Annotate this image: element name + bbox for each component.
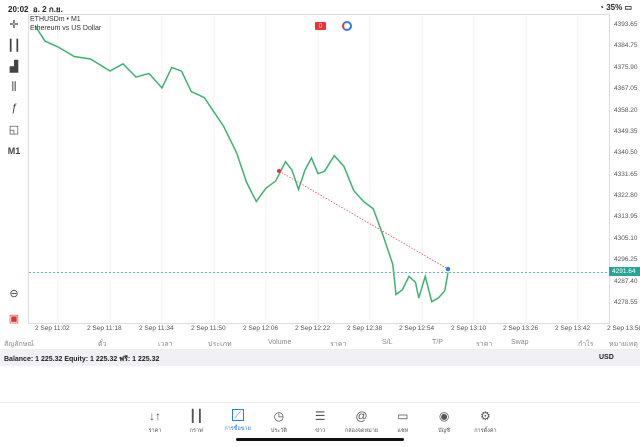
y-tick-label: 4367.05 xyxy=(614,85,638,93)
column-header[interactable]: สัญลักษณ์ xyxy=(4,341,34,348)
trade-icon: ⟋ xyxy=(231,409,244,421)
y-tick-label: 4331.65 xyxy=(614,170,638,178)
trade-open-marker xyxy=(277,169,281,174)
column-header[interactable]: หมายเหตุ xyxy=(609,341,638,348)
y-tick-label: 4358.20 xyxy=(614,106,638,114)
positions-header: สัญลักษณ์ ตั๋ว เวลา ประเภท Volume ราคา S/L T/P ร… xyxy=(0,336,640,350)
nav-label: การซื้อขาย xyxy=(224,426,251,432)
nav-item-settings[interactable]: ⚙ การตั้งค่า xyxy=(465,409,505,435)
news-icon: ☰ xyxy=(314,409,326,423)
y-tick-label: 4349.35 xyxy=(614,127,638,135)
nav-item-account[interactable]: ◉ บัญชี xyxy=(424,409,464,435)
chart-toolbar: ✛ ┃┃ ▟ ⫼ ƒ ◱ M1 ⊖ ▣ xyxy=(0,14,28,334)
column-header[interactable]: T/P xyxy=(432,339,443,346)
nav-item-news[interactable]: ☰ ข่าว xyxy=(300,409,340,435)
history-icon: ◷ xyxy=(273,409,285,423)
column-header[interactable]: Swap xyxy=(511,339,529,346)
y-tick-label: 4393.65 xyxy=(614,21,638,28)
nav-item-chart[interactable]: ┃┃ กราฟ xyxy=(176,409,216,435)
trade-line xyxy=(278,170,449,270)
nav-label: ข่าว xyxy=(315,428,326,434)
symbol-description: Ethereum vs US Dollar xyxy=(30,25,102,32)
y-tick-label: 4375.90 xyxy=(614,63,638,71)
x-tick-label: 2 Sep 11:18 xyxy=(87,325,122,332)
x-tick-label: 2 Sep 13:58 xyxy=(607,325,640,332)
mailbox-icon: @ xyxy=(355,409,368,423)
x-tick-label: 2 Sep 11:02 xyxy=(35,325,70,332)
y-tick-label: 4313.95 xyxy=(614,213,638,221)
x-tick-label: 2 Sep 12:22 xyxy=(295,325,331,332)
y-tick-label: 4296.25 xyxy=(614,256,638,264)
x-tick-label: 2 Sep 12:54 xyxy=(399,325,435,332)
home-indicator xyxy=(236,438,404,441)
symbol-label[interactable]: ETHUSDm • M1 xyxy=(30,16,81,23)
timeframe-button[interactable]: M1 xyxy=(7,146,21,156)
x-tick-label: 2 Sep 11:34 xyxy=(139,325,174,332)
crosshair-icon[interactable]: ✛ xyxy=(9,19,19,31)
x-tick-label: 2 Sep 13:26 xyxy=(503,325,539,332)
account-icon: ◉ xyxy=(438,409,450,423)
y-tick-label: 4287.40 xyxy=(614,277,638,285)
column-header[interactable]: ประเภท xyxy=(208,341,232,348)
shapes-icon[interactable]: ◱ xyxy=(8,124,20,136)
column-header[interactable]: ราคา xyxy=(330,341,347,348)
chat-icon: ▭ xyxy=(397,409,409,423)
nav-label: ประวัติ xyxy=(270,428,287,434)
y-tick-label: 4278.55 xyxy=(614,299,638,306)
indicator-toggle-icon[interactable] xyxy=(342,21,352,31)
column-header[interactable]: S/L xyxy=(382,339,393,346)
chart-icon: ┃┃ xyxy=(189,409,204,423)
indicators-icon[interactable]: ▟ xyxy=(9,61,19,73)
nav-item-chat[interactable]: ▭ แชท xyxy=(383,409,423,435)
price-chart[interactable]: ▯ xyxy=(28,14,631,325)
x-tick-label: 2 Sep 13:42 xyxy=(555,325,591,332)
nav-item-mailbox[interactable]: @ กล่องจดหมาย xyxy=(342,409,382,435)
symbol-info: ETHUSDm • M1 Ethereum vs US Dollar xyxy=(30,15,101,33)
column-header[interactable]: Volume xyxy=(268,339,292,346)
bottom-nav: ↓↑ ราคา ┃┃ กราฟ ⟋ การซื้อขาย ◷ ประวัติ ☰ ข่าว @ กล่… xyxy=(0,402,640,447)
nav-label: กล่องจดหมาย xyxy=(344,428,379,434)
x-tick-label: 2 Sep 12:06 xyxy=(243,325,279,332)
column-header[interactable]: เวลา xyxy=(158,341,173,348)
y-tick-label: 4384.75 xyxy=(614,42,638,50)
trade-panel-icon[interactable]: ▣ xyxy=(8,313,20,325)
nav-label: ราคา xyxy=(148,428,162,434)
x-tick-label: 2 Sep 11:50 xyxy=(191,325,226,332)
nav-item-trade[interactable]: ⟋ การซื้อขาย xyxy=(218,409,258,433)
price-axis: 4393.65 4384.75 4375.90 4367.05 4358.20 4349.… xyxy=(610,14,640,324)
status-time: 20:02 อ. 2 ก.ย. xyxy=(8,5,63,14)
currency: USD xyxy=(599,354,614,361)
zoom-icon[interactable]: ⊖ xyxy=(9,288,19,300)
candlestick-icon[interactable]: ┃┃ xyxy=(7,40,21,52)
column-header[interactable]: กำไร xyxy=(578,341,594,348)
x-tick-label: 2 Sep 13:10 xyxy=(451,325,487,332)
y-tick-label: 4340.50 xyxy=(614,149,638,157)
battery: ◔ 35% ▭ xyxy=(599,3,632,12)
chart-canvas xyxy=(29,15,631,325)
trade-close-marker xyxy=(445,266,451,272)
x-tick-label: 2 Sep 12:38 xyxy=(347,325,383,332)
y-tick-label: 4305.10 xyxy=(614,234,638,242)
nav-label: กราฟ xyxy=(189,428,203,434)
sliders-icon[interactable]: ⫼ xyxy=(11,81,17,93)
balance-bar: Balance: 1 225.32 Equity: 1 225.32 ฟรี: … xyxy=(0,350,640,366)
balance-text: Balance: 1 225.32 Equity: 1 225.32 ฟรี: … xyxy=(4,356,160,363)
status-bar: 20:02 อ. 2 ก.ย. ◔ 35% ▭ xyxy=(0,0,640,14)
price-line xyxy=(34,25,449,303)
column-header[interactable]: ราคา xyxy=(476,341,493,348)
column-header[interactable]: ตั๋ว xyxy=(98,341,107,348)
nav-label: บัญชี xyxy=(438,428,451,434)
nav-item-history[interactable]: ◷ ประวัติ xyxy=(259,409,299,435)
settings-icon: ⚙ xyxy=(480,409,491,423)
one-click-trading-icon[interactable]: ▯ xyxy=(315,22,326,30)
time-axis: 2 Sep 11:02 2 Sep 11:18 2 Sep 11:34 2 Sep 1… xyxy=(28,325,640,335)
nav-label: แชท xyxy=(397,428,409,434)
y-tick-label: 4322.80 xyxy=(614,192,638,200)
nav-label: การตั้งค่า xyxy=(474,428,497,434)
function-icon[interactable]: ƒ xyxy=(10,102,18,114)
nav-item-quotes[interactable]: ↓↑ ราคา xyxy=(135,409,175,435)
current-price-label: 4291.64 xyxy=(609,266,640,276)
quotes-icon: ↓↑ xyxy=(149,409,161,423)
